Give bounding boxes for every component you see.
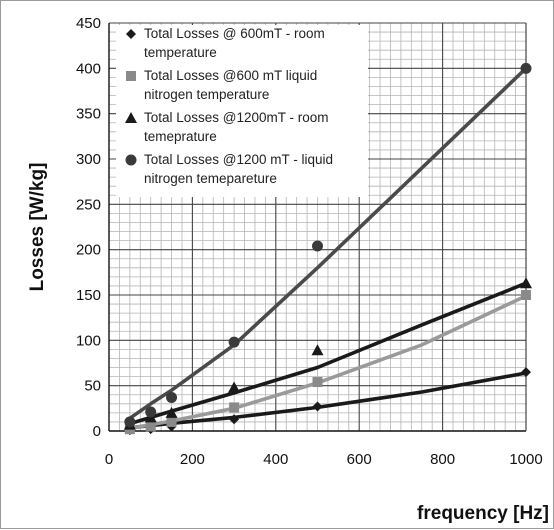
data-point-square [312,377,323,388]
legend-entry-text: nitrogen temepareture [144,171,277,186]
legend-marker-diamond [126,29,136,39]
y-tick-label: 200 [76,242,101,259]
y-tick-label: 300 [76,151,101,168]
axes [108,23,527,432]
legend-marker-square [126,71,136,81]
data-point-diamond [312,401,323,412]
data-point-diamond [521,367,531,378]
data-point-circle [228,336,240,348]
data-point-circle [312,240,323,252]
x-tick-label: 200 [180,451,205,468]
data-point-square [145,421,156,432]
x-tick-label: 0 [105,451,113,468]
data-markers [123,62,532,436]
y-tick-label: 150 [76,287,101,304]
y-tick-label: 100 [76,332,101,349]
data-point-circle [145,406,157,418]
x-axis-title: frequency [Hz] [417,503,549,524]
data-point-square [166,416,177,427]
x-tick-label: 800 [430,451,455,468]
y-tick-label: 350 [76,106,101,123]
x-tick-label: 400 [263,451,288,468]
legend-entry-text: Total Losses @ 600mT - room [144,26,325,41]
legend-marker-circle [125,154,137,166]
y-tick-label: 50 [84,378,101,395]
legend-background [116,25,368,197]
legend-entry-text: Total Losses @1200mT - room [144,110,329,125]
data-point-triangle [520,277,532,289]
legend-entry-text: Total Losses @600 mT liquid [144,68,317,83]
y-tick-label: 450 [76,15,101,32]
data-point-square [229,402,240,413]
data-point-triangle [311,344,324,356]
legend-entry-text: temeprature [144,129,217,144]
data-point-triangle [165,406,178,418]
y-tick-label: 0 [93,423,101,440]
legend-entry-text: nitrogen temperature [144,87,269,102]
data-point-square [521,290,531,300]
x-tick-label: 600 [347,451,372,468]
data-point-circle [124,416,136,428]
data-point-circle [520,62,532,74]
y-tick-label: 400 [76,60,101,77]
legend: Total Losses @ 600mT - room temperature To… [125,26,333,186]
x-tick-label: 1000 [509,451,542,468]
tick-labels: 0 50 100 150 200 250 300 350 400 450 0 200 400 600 800… [76,15,543,468]
data-point-triangle [228,381,241,393]
y-tick-label: 250 [76,196,101,213]
data-point-diamond [229,414,240,425]
data-point-circle [166,391,178,403]
y-axis-title: Losses [W/kg] [27,163,48,292]
legend-entry-text: temperature [144,45,217,60]
legend-marker-triangle [125,112,137,123]
legend-entry-text: Total Losses @1200 mT - liquid [144,152,333,167]
